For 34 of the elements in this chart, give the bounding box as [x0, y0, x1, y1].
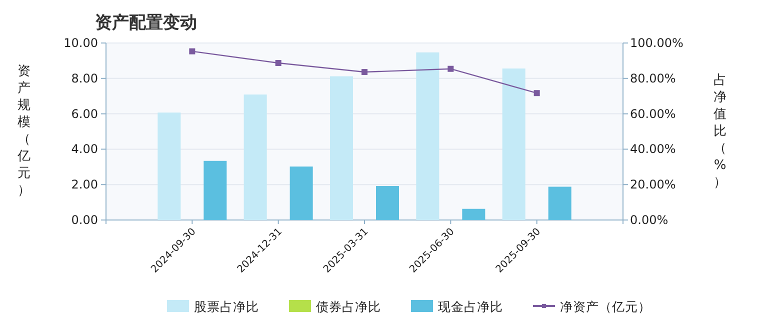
- y2-tick-label: 0.00%: [630, 213, 668, 227]
- point: [534, 90, 540, 96]
- y-tick-label: 8.00: [71, 71, 98, 86]
- y-tick-label: 10.00: [64, 36, 98, 50]
- bar: [290, 166, 313, 220]
- y2-axis-title: 占净值比（%）: [714, 73, 726, 190]
- bar: [548, 186, 572, 220]
- legend-label: 净资产（亿元）: [560, 299, 651, 314]
- y2-tick-label: 80.00%: [630, 71, 676, 86]
- bar: [416, 52, 440, 220]
- legend-label: 现金占净比: [438, 299, 503, 314]
- legend-label: 债券占净比: [316, 299, 381, 314]
- y-tick-label: 6.00: [71, 106, 98, 121]
- chart-title: 资产配置变动: [95, 13, 197, 33]
- legend-label: 股票占净比: [194, 299, 259, 314]
- point: [448, 66, 454, 72]
- bar: [330, 76, 353, 220]
- bar: [462, 208, 486, 220]
- y-axis-title: 资产规模（亿元）: [16, 64, 30, 198]
- y-tick-label: 2.00: [71, 178, 98, 192]
- point: [362, 69, 368, 76]
- point: [189, 48, 196, 54]
- bar: [502, 68, 526, 220]
- y2-tick-label: 40.00%: [630, 142, 676, 156]
- y2-tick-label: 20.00%: [630, 178, 676, 192]
- bar: [158, 112, 181, 220]
- y-tick-label: 0.00: [71, 213, 98, 227]
- y2-tick-label: 60.00%: [630, 106, 676, 121]
- y2-tick-label: 100.00%: [630, 36, 684, 50]
- bar: [376, 186, 399, 220]
- point: [275, 60, 282, 66]
- bar: [204, 160, 227, 220]
- bar: [244, 94, 267, 220]
- y-tick-label: 4.00: [71, 142, 98, 156]
